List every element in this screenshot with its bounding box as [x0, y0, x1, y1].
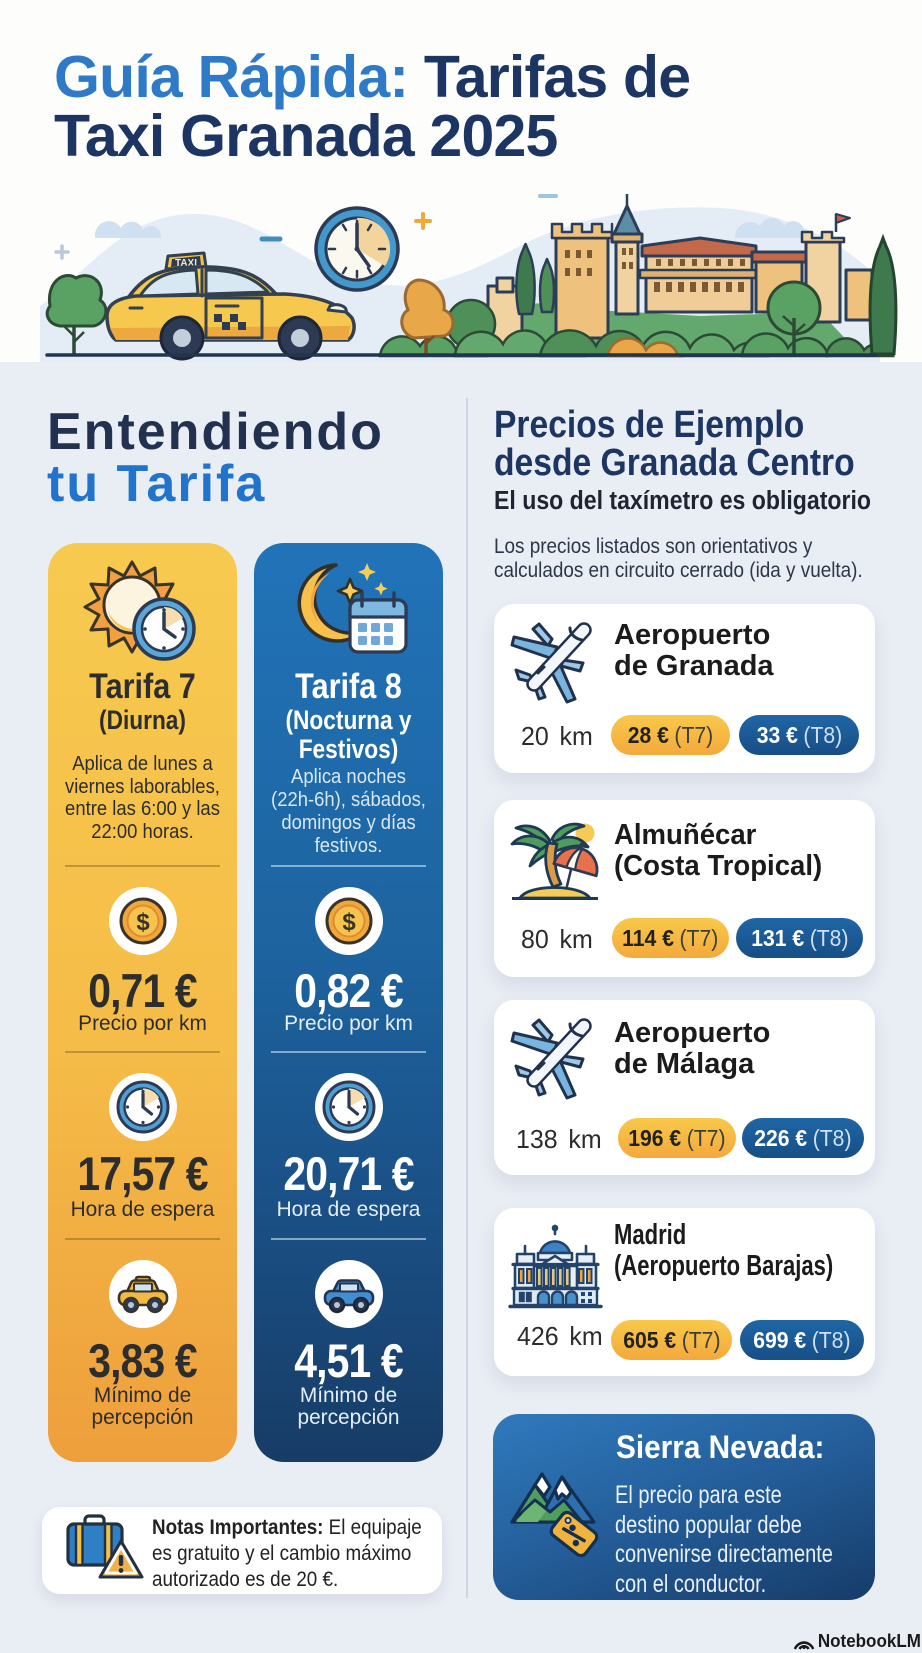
svg-text:$: $ [342, 909, 356, 936]
svg-text:$: $ [136, 909, 150, 936]
svg-text:TAXI: TAXI [175, 258, 197, 269]
